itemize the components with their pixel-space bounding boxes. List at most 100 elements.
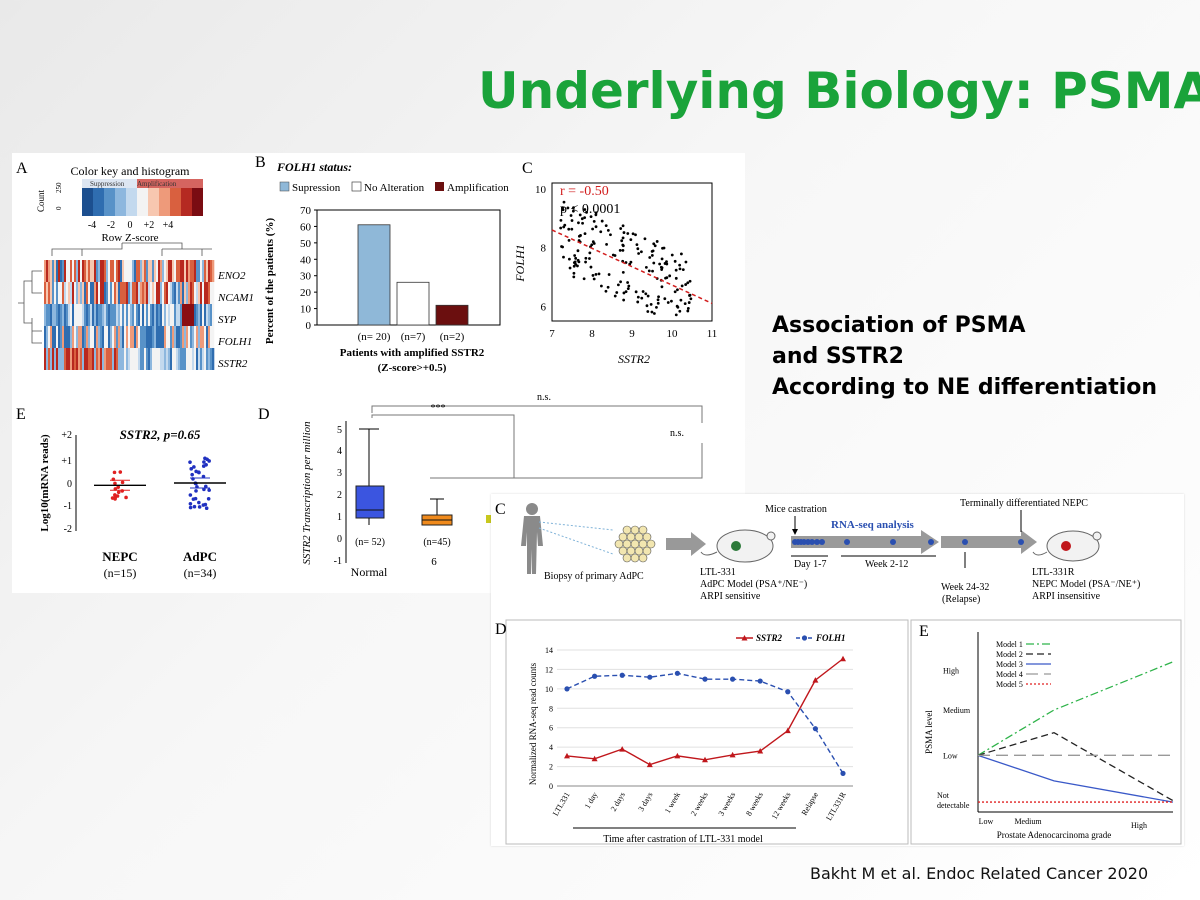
scatter-point: [619, 280, 622, 284]
heatmap-cell: [58, 282, 61, 304]
heatmap-cell: [210, 348, 213, 370]
ltl331r-name: LTL-331R: [1032, 567, 1075, 578]
panel-b-letter: B: [255, 154, 266, 171]
heatmap-cell: [166, 326, 169, 348]
bar-ytick-label: 30: [300, 271, 312, 283]
tumor-cell: [634, 532, 644, 542]
line-ytick: 4: [549, 743, 553, 752]
legend-label-sstr2: SSTR2: [756, 633, 783, 643]
heatmap-cell: [82, 304, 85, 326]
scatter-point: [589, 265, 593, 269]
heatmap-cell: [168, 260, 171, 282]
heatmap-cell: [60, 260, 63, 282]
model-ylevel: Not: [937, 791, 950, 800]
heatmap-cell: [86, 326, 89, 348]
heatmap-cell: [128, 348, 131, 370]
line-ytick: 6: [549, 724, 553, 733]
heatmap-cell: [144, 326, 147, 348]
model-ylevel: Low: [943, 751, 958, 760]
line-ytick: 10: [545, 685, 553, 694]
scatter-point: [606, 229, 610, 232]
scatter-point: [689, 297, 693, 301]
scatter-xtick: 7: [549, 328, 555, 340]
scatter-point: [591, 227, 594, 231]
heatmap-cell: [70, 282, 73, 304]
heatmap-cell: [100, 260, 103, 282]
heatmap-cell: [132, 260, 135, 282]
heatmap-cell: [134, 326, 137, 348]
heatmap-cell: [136, 260, 139, 282]
dot-plot-point: [201, 474, 206, 479]
heatmap-cell: [204, 260, 207, 282]
scatter-point: [656, 298, 660, 302]
heatmap-cell: [118, 326, 121, 348]
heatmap-cell: [168, 282, 171, 304]
heatmap-cell: [208, 260, 211, 282]
heatmap-cell: [190, 282, 193, 304]
dot-plot-point: [188, 505, 193, 510]
color-key-cell: [181, 188, 192, 216]
scatter-ytick: 10: [535, 184, 547, 196]
model-ylevel: detectable: [937, 801, 970, 810]
model-xtick: High: [1131, 821, 1147, 830]
scatter-point: [618, 248, 622, 252]
panel-d2-frame: [505, 619, 909, 845]
heatmap-cell: [120, 348, 123, 370]
scatter-point: [650, 249, 654, 253]
scatter-point: [641, 290, 645, 293]
heatmap-cell: [78, 282, 81, 304]
color-key-cell: [93, 188, 104, 216]
heatmap-cell: [182, 348, 185, 370]
dot-plot-point: [207, 488, 211, 492]
panel-e-ylabel: Log10(mRNA reads): [39, 434, 51, 532]
heatmap-cell: [52, 326, 55, 348]
scatter-point: [657, 295, 660, 299]
scatter-point: [559, 218, 563, 222]
tumor-cell: [646, 539, 656, 549]
scatter-point: [588, 257, 591, 260]
heatmap-cell: [76, 348, 79, 370]
heatmap-cell: [102, 326, 105, 348]
heatmap-cell: [198, 348, 201, 370]
citation: Bakht M et al. Endoc Related Cancer 2020: [810, 864, 1149, 883]
heatmap-cell: [172, 260, 175, 282]
heatmap-cell: [176, 348, 179, 370]
heatmap-cell: [164, 348, 167, 370]
heatmap-cell: [194, 304, 197, 326]
heatmap-cell: [56, 282, 59, 304]
color-key-ytick-0: 0: [55, 206, 63, 210]
heatmap-cell: [174, 282, 177, 304]
scatter-point: [627, 284, 631, 288]
scatter-point: [652, 312, 656, 315]
heatmap-cell: [164, 260, 167, 282]
color-key-tick-3: +2: [144, 220, 155, 231]
group-adpc: AdPC: [183, 549, 217, 564]
color-key-cell: [148, 188, 159, 216]
heatmap-cell: [54, 348, 57, 370]
line-xtick: 8 weeks: [744, 791, 765, 818]
heatmap-cell: [116, 282, 119, 304]
scatter-point: [687, 301, 691, 304]
scatter-point: [622, 291, 626, 295]
scatter-xtick: 9: [629, 328, 635, 340]
scatter-point: [663, 297, 667, 301]
sig-label-mid: ***: [431, 403, 446, 414]
dot-plot-point: [120, 480, 125, 485]
heatmap-cell: [98, 348, 101, 370]
scatter-point: [570, 227, 574, 231]
heatmap-cell: [152, 260, 155, 282]
heatmap-cell: [82, 260, 85, 282]
scatter-point: [592, 242, 596, 245]
heatmap-cell: [52, 260, 55, 282]
heatmap-cell: [172, 304, 175, 326]
heatmap-cell: [104, 282, 107, 304]
heatmap-cell: [212, 348, 215, 370]
heatmap-cell: [200, 348, 203, 370]
line-point-folh1: [619, 672, 625, 678]
scatter-point: [622, 231, 626, 234]
heatmap-cell: [188, 304, 191, 326]
heatmap-cell: [160, 326, 163, 348]
tumor-cell: [642, 546, 652, 556]
heatmap-cell: [146, 282, 149, 304]
